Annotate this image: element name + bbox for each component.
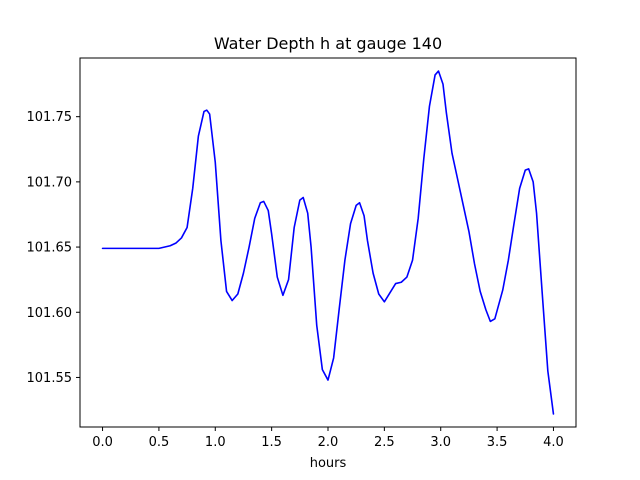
x-tick-label: 3.5 (487, 435, 508, 450)
series-line-0 (101, 70, 555, 415)
y-tick-label: 101.60 (27, 306, 73, 321)
x-tick-label: 0.0 (92, 435, 113, 450)
x-tick-label: 0.5 (149, 435, 170, 450)
x-axis-ticks: 0.0 0.5 1.0 1.5 2.0 2.5 3.0 3.5 4.0 (92, 427, 564, 450)
x-tick-label: 1.5 (261, 435, 282, 450)
chart-title: Water Depth h at gauge 140 (214, 34, 442, 53)
y-tick-label: 101.65 (27, 241, 73, 256)
y-tick-label: 101.70 (27, 175, 73, 190)
plot-background (80, 58, 576, 427)
y-tick-label: 101.75 (27, 110, 73, 125)
x-tick-label: 4.0 (543, 435, 564, 450)
x-axis-label: hours (310, 456, 347, 471)
x-tick-label: 3.0 (430, 435, 451, 450)
x-tick-label: 2.0 (318, 435, 339, 450)
x-tick-label: 1.0 (205, 435, 226, 450)
y-tick-label: 101.55 (27, 371, 73, 386)
y-axis-ticks: 101.55 101.60 101.65 101.70 101.75 (27, 110, 80, 386)
x-tick-label: 2.5 (374, 435, 395, 450)
plot-area (79, 57, 577, 428)
